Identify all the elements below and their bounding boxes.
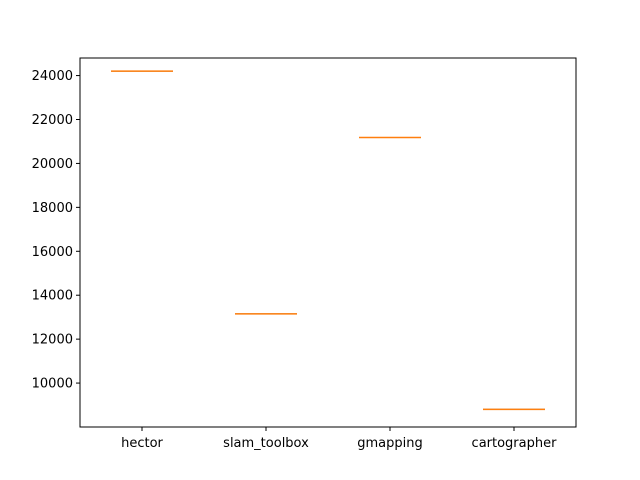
boxes-layer (111, 70, 545, 411)
y-tick-label: 20000 (32, 157, 73, 172)
x-tick-label: slam_toolbox (223, 436, 309, 451)
y-tick-label: 16000 (32, 245, 73, 260)
y-tick-label: 18000 (32, 201, 73, 216)
y-tick-label: 12000 (32, 333, 73, 348)
y-tick-label: 14000 (32, 289, 73, 304)
x-tick-label: cartographer (472, 436, 558, 451)
plot-frame (79, 57, 577, 428)
x-tick-label: gmapping (357, 436, 423, 451)
x-axis: hector slam_toolbox gmapping cartographer (121, 427, 557, 451)
y-tick-label: 22000 (32, 113, 73, 128)
y-tick-label: 10000 (32, 377, 73, 392)
y-axis: 10000 12000 14000 16000 18000 20000 22000 24000 (32, 69, 80, 392)
x-tick-label: hector (121, 436, 163, 451)
y-tick-label: 24000 (32, 69, 73, 84)
